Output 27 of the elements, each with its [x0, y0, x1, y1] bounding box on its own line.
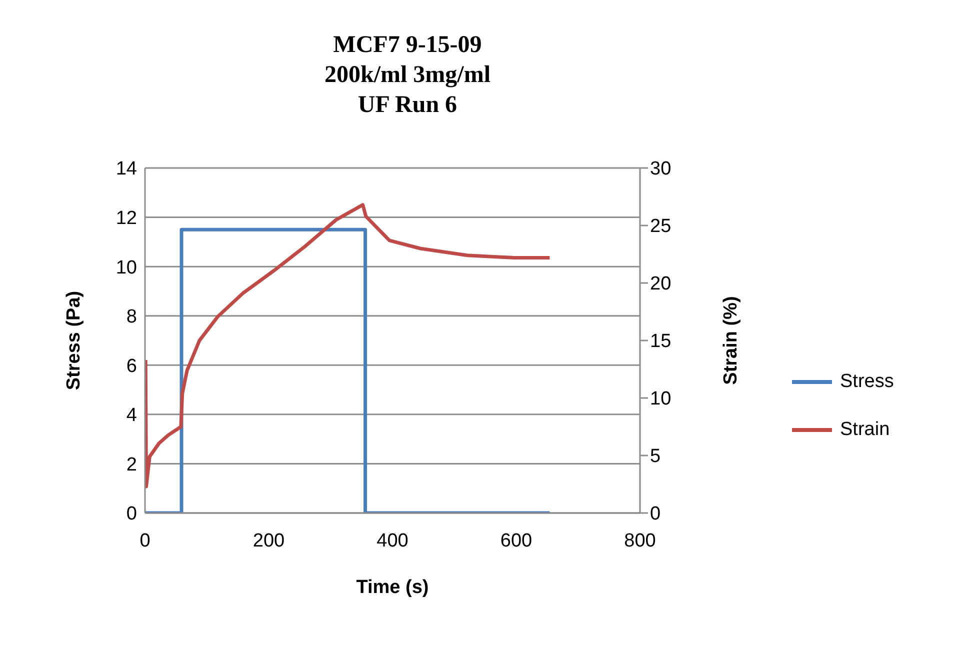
y2-tick-label: 30 — [650, 158, 672, 180]
x-tick-label: 800 — [624, 530, 656, 552]
y-tick-label: 8 — [126, 306, 137, 328]
y2-tick-label: 0 — [650, 504, 661, 525]
y-axis-title: Stress (Pa) — [64, 290, 85, 390]
legend-label: Strain — [840, 419, 890, 441]
x-tick-label: 600 — [500, 530, 532, 552]
y-tick-label: 10 — [116, 257, 137, 278]
y-tick-label: 6 — [126, 356, 137, 377]
y-tick-label: 14 — [116, 158, 138, 180]
line-series — [145, 203, 552, 488]
legend-label: Stress — [840, 371, 894, 393]
x-tick-label: 200 — [252, 530, 285, 552]
y2-tick-label: 5 — [650, 446, 661, 468]
y2-tick-label: 15 — [650, 331, 672, 352]
y-tick-label: 0 — [126, 504, 137, 525]
y-tick-label: 12 — [116, 208, 137, 230]
y2-tick-label: 20 — [650, 274, 672, 295]
y2-axis-title: Strain (%) — [720, 296, 742, 385]
chart-title: MCF7 9-15-09 200k/ml 3mg/ml UF Run 6 — [324, 31, 492, 120]
y-tick-label: 4 — [126, 405, 138, 426]
x-tick-label: 400 — [376, 530, 408, 552]
x-tick-label: 0 — [140, 530, 150, 552]
y-tick-label: 2 — [126, 454, 137, 476]
y2-tick-label: 25 — [650, 216, 672, 238]
y2-tick-label: 10 — [650, 388, 672, 410]
x-axis-title: Time (s) — [356, 577, 429, 598]
